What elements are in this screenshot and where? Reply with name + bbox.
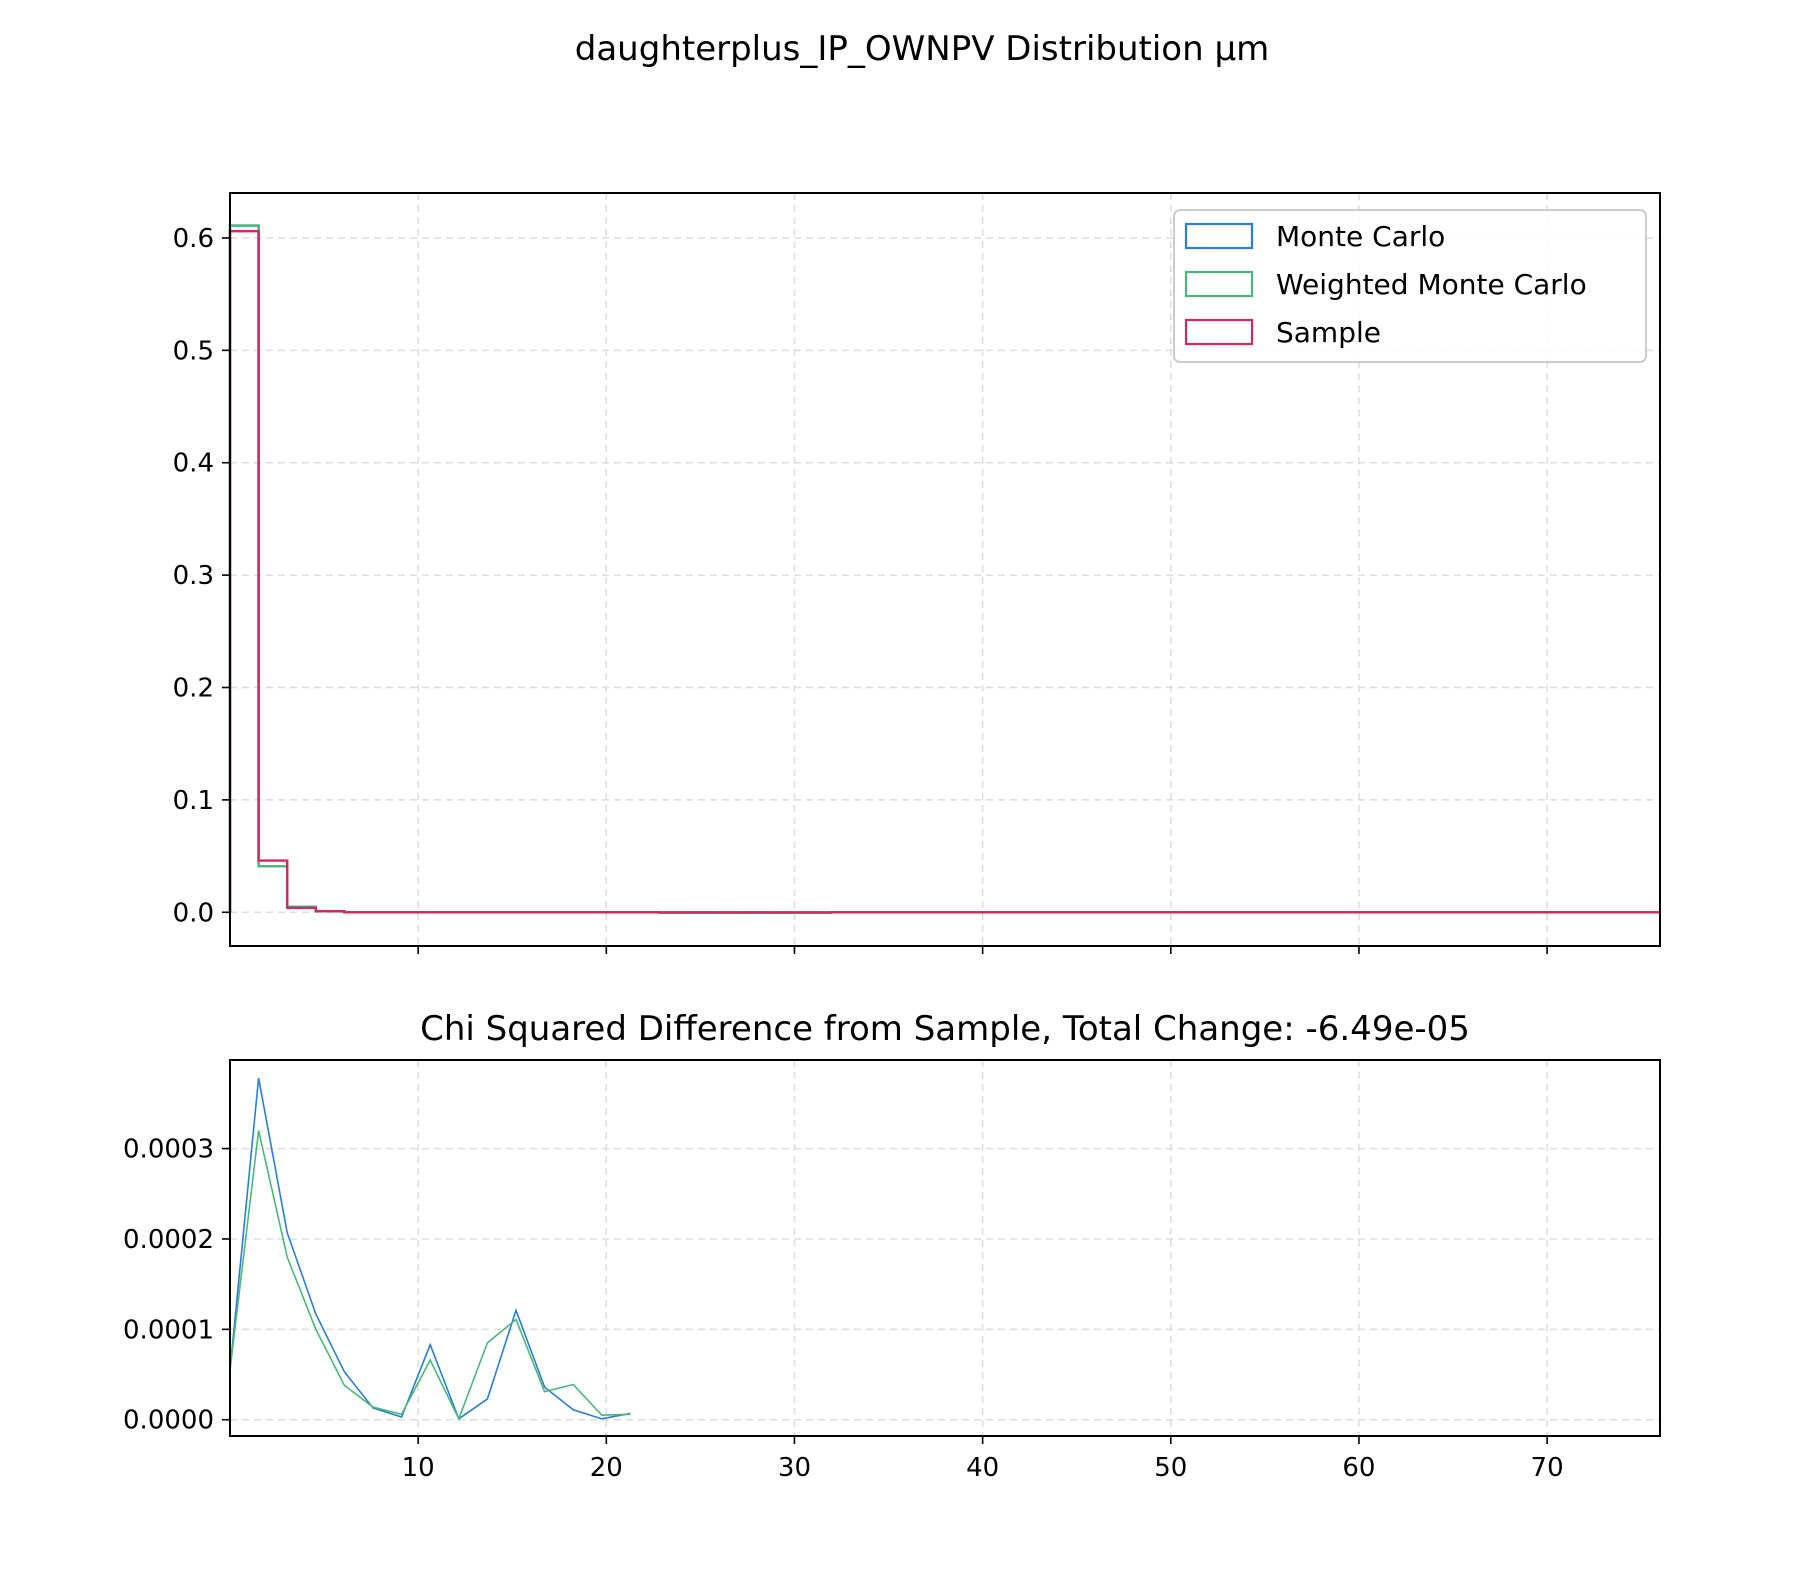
y-tick-label: 0.0000 [123,1406,214,1436]
series-line-sample [228,230,1660,914]
y-tick-label: 0.1 [173,786,214,816]
x-tick-label: 10 [402,1453,435,1483]
chi-squared-axes-frame [229,1059,1661,1437]
x-tick-label: 20 [590,1453,623,1483]
chi-squared-series [229,1077,631,1421]
x-tick-label: 60 [1342,1453,1375,1483]
x-tick-label: 70 [1531,1453,1564,1483]
y-tick-label: 0.0002 [123,1225,214,1255]
legend-swatch-sample [1184,318,1254,346]
legend-swatch-weighted-monte-carlo [1184,270,1254,298]
x-tick-label: 30 [778,1453,811,1483]
y-tick-label: 0.2 [173,674,214,704]
chi-squared-title: Chi Squared Difference from Sample, Tota… [420,1009,1470,1049]
histogram-series [228,224,1660,915]
legend-label-sample: Sample [1276,316,1381,349]
figure-title: daughterplus_IP_OWNPV Distribution μm [575,29,1269,69]
chi-squared-x-axis: 10 20 30 40 50 60 70 [402,1436,1564,1483]
histogram-axes-frame [229,192,1661,947]
legend-label-weighted-monte-carlo: Weighted Monte Carlo [1276,268,1587,301]
chi-squared-y-axis: 0.0000 0.0001 0.0002 0.0003 [123,1135,230,1436]
series-line-weighted-monte-carlo [229,1130,631,1421]
legend-label-monte-carlo: Monte Carlo [1276,220,1445,253]
y-tick-label: 0.0001 [123,1315,214,1345]
y-tick-label: 0.0003 [123,1135,214,1165]
x-tick-label: 40 [966,1453,999,1483]
legend-box [1173,209,1647,363]
y-tick-label: 0.5 [173,336,214,366]
histogram-x-axis [417,946,1548,954]
x-tick-label: 50 [1154,1453,1187,1483]
series-line-monte-carlo [229,1077,631,1421]
y-tick-label: 0.0 [173,898,214,928]
y-tick-label: 0.4 [173,449,214,479]
y-tick-label: 0.6 [173,224,214,254]
histogram-y-axis: 0.0 0.1 0.2 0.3 0.4 0.5 0.6 [173,224,230,928]
histogram-panel: 0.0 0.1 0.2 0.3 0.4 0.5 0.6 Monte Carlo Weight… [173,192,1661,954]
legend: Monte Carlo Weighted Monte Carlo Sample [1173,209,1647,363]
chi-squared-grid [230,1060,1660,1436]
legend-swatch-monte-carlo [1184,222,1254,250]
y-tick-label: 0.3 [173,561,214,591]
chi-squared-panel: Chi Squared Difference from Sample, Tota… [123,1009,1661,1483]
